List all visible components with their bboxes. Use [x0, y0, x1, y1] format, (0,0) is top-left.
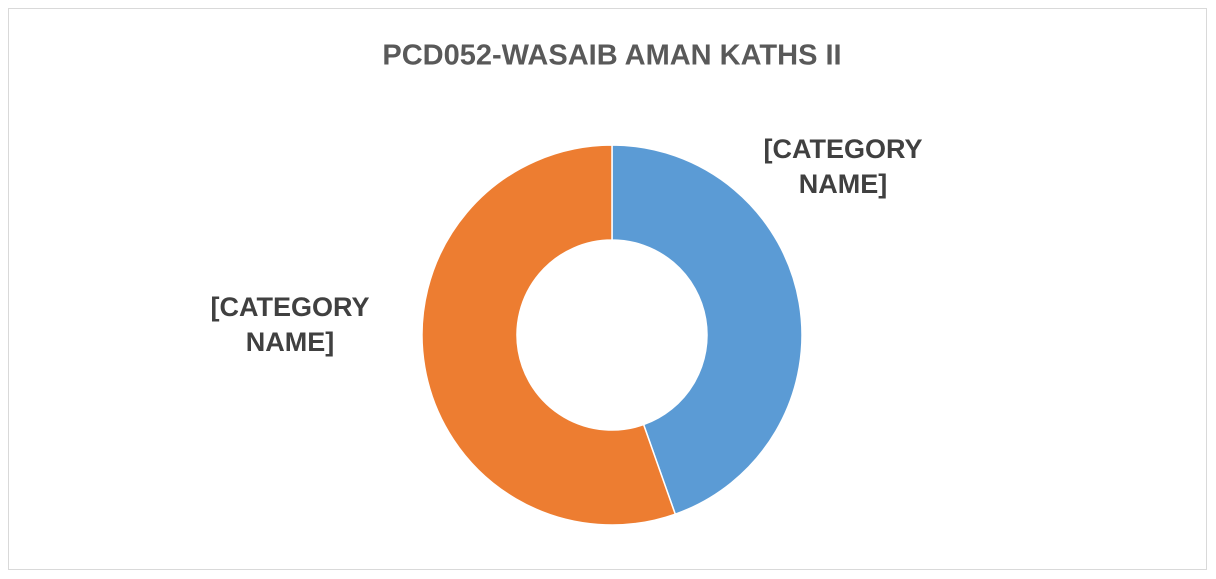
- donut-slice: [421, 144, 677, 526]
- chart-frame: [8, 8, 1207, 570]
- data-label: [CATEGORY NAME]: [210, 292, 370, 357]
- donut-slice: [611, 144, 803, 516]
- chart-title: PCD052-WASAIB AMAN KATHS II: [382, 40, 841, 72]
- data-label: [CATEGORY NAME]: [763, 134, 923, 199]
